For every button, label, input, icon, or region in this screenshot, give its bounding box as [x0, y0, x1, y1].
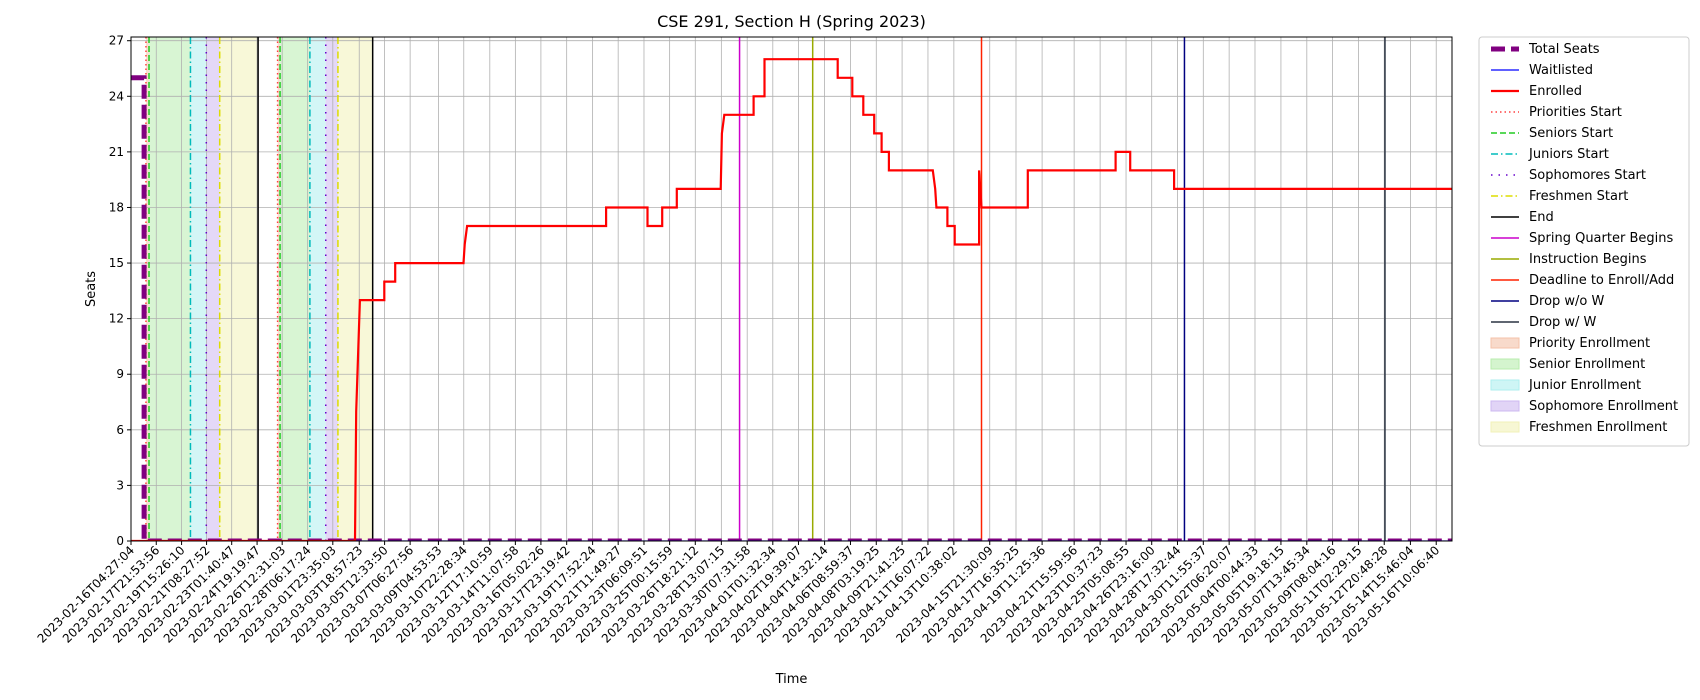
chart-title: CSE 291, Section H (Spring 2023): [657, 12, 926, 31]
y-axis-label: Seats: [84, 271, 99, 307]
legend-senior-enrollment-label: Senior Enrollment: [1529, 357, 1645, 372]
legend-priority-enrollment-swatch: [1490, 337, 1520, 349]
series-enrolled: [131, 58, 1452, 541]
y-tick-label-3: 6: [116, 423, 124, 437]
span-sophomore-enrollment-1: [206, 37, 220, 541]
y-tick-label-5: 12: [109, 312, 124, 326]
legend-drop-w-o-w-label: Drop w/o W: [1529, 294, 1605, 309]
span-senior-enrollment-1: [149, 37, 191, 541]
legend-freshmen-start-label: Freshmen Start: [1529, 189, 1628, 204]
legend-sophomore-enrollment-swatch: [1490, 400, 1520, 412]
legend-deadline-to-enroll-add-label: Deadline to Enroll/Add: [1529, 273, 1674, 288]
legend-juniors-start-label: Juniors Start: [1528, 147, 1609, 162]
y-tick-label-2: 3: [116, 478, 124, 492]
legend-sophomore-enrollment-label: Sophomore Enrollment: [1529, 399, 1678, 414]
legend-end-label: End: [1529, 210, 1554, 225]
y-tick-label-10: 27: [109, 34, 124, 48]
legend-instruction-begins-label: Instruction Begins: [1529, 252, 1647, 267]
legend-enrolled-label: Enrolled: [1529, 84, 1582, 99]
legend-drop-w-w-label: Drop w/ W: [1529, 315, 1597, 330]
y-tick-label-1: 0: [116, 534, 124, 548]
span-senior-enrollment-2: [280, 37, 310, 541]
span-freshmen-enrollment-1: [219, 37, 259, 541]
legend-freshmen-enrollment-label: Freshmen Enrollment: [1529, 420, 1667, 435]
span-junior-enrollment-1: [190, 37, 207, 541]
plot-area: [131, 37, 1452, 541]
legend-spring-quarter-begins-label: Spring Quarter Begins: [1529, 231, 1673, 246]
legend-priority-enrollment-label: Priority Enrollment: [1529, 336, 1650, 351]
legend: Total Seats Waitlisted Enrolled Priorities …: [1478, 36, 1690, 447]
legend-box: [1478, 36, 1690, 447]
legend-waitlisted-label: Waitlisted: [1529, 63, 1593, 78]
legend-junior-enrollment-label: Junior Enrollment: [1528, 378, 1641, 393]
y-tick-label-6: 15: [109, 256, 124, 270]
legend-priorities-start-label: Priorities Start: [1529, 105, 1622, 120]
span-sophomore-enrollment-2: [325, 37, 338, 541]
legend-senior-enrollment-swatch: [1490, 358, 1520, 370]
y-tick-label-8: 21: [109, 145, 124, 159]
legend-sophomores-start-label: Sophomores Start: [1529, 168, 1646, 183]
legend-total-seats-label: Total Seats: [1528, 42, 1600, 57]
series-total-seats: [131, 75, 1452, 541]
y-tick-label-7: 18: [109, 200, 124, 214]
span-junior-enrollment-2: [309, 37, 326, 541]
x-axis-label: Time: [775, 672, 808, 687]
legend-seniors-start-label: Seniors Start: [1529, 126, 1613, 141]
plot-frame: [130, 36, 1453, 542]
y-tick-label-4: 9: [116, 367, 124, 381]
y-tick-label-9: 24: [109, 89, 124, 103]
legend-freshmen-enrollment-swatch: [1490, 421, 1520, 433]
span-priority-enrollment-2: [277, 37, 281, 541]
legend-junior-enrollment-swatch: [1490, 379, 1520, 391]
span-priority-enrollment-1: [145, 37, 150, 541]
